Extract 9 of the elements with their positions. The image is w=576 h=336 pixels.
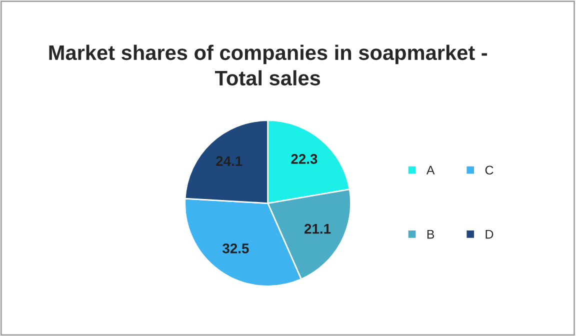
legend-label: B — [427, 230, 434, 239]
legend-label: A — [426, 166, 435, 174]
data-label: 22.3 — [291, 154, 318, 164]
chart-title: Market shares of companies in soapmarket - Total sales — [49, 44, 488, 86]
data-label: 21.1 — [304, 224, 331, 234]
data-label: 32.5 — [222, 244, 249, 254]
legend-label: C — [485, 166, 494, 175]
legend-label: D — [486, 230, 494, 239]
data-label: 24.1 — [216, 156, 242, 166]
